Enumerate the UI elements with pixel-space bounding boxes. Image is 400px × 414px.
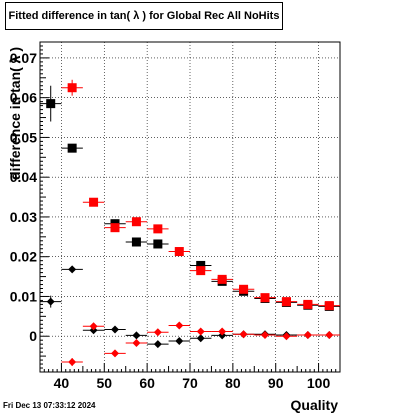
data-point-square (67, 83, 77, 93)
grid-lines (40, 42, 340, 372)
x-tick-label: 100 (307, 375, 331, 391)
y-tick-label: 0.05 (10, 129, 37, 145)
data-point-diamond (175, 336, 184, 345)
data-point-square (217, 274, 227, 284)
data-point-diamond (153, 340, 162, 349)
x-tick-label: 90 (268, 375, 284, 391)
data-point-diamond (325, 331, 334, 340)
data-point-square (153, 239, 163, 249)
data-point-diamond (196, 334, 205, 343)
x-tick-label: 50 (96, 375, 112, 391)
y-tick-label: 0.07 (10, 50, 37, 66)
data-point-diamond (282, 332, 291, 341)
y-tick-label: 0 (29, 328, 37, 344)
data-point-diamond (68, 358, 77, 367)
data-point-square (260, 293, 270, 303)
x-tick-label: 60 (139, 375, 155, 391)
data-point-square (324, 301, 334, 311)
y-axis-label: difference in tan( λ ) (7, 46, 23, 180)
data-point-diamond (46, 297, 55, 306)
x-axis-label: Quality (290, 397, 338, 413)
data-point-diamond (89, 322, 98, 331)
data-point-diamond (153, 328, 162, 337)
data-point-diamond (175, 321, 184, 330)
x-tick-label: 80 (225, 375, 241, 391)
data-point-square (174, 247, 184, 257)
axes: 40 50 60 70 80 90 100 0 0.01 0.02 0.03 0.04 0.05 0.06… (10, 41, 341, 391)
data-point-square (110, 223, 120, 233)
timestamp: Fri Dec 13 07:33:12 2024 (3, 401, 96, 410)
data-point-diamond (218, 327, 227, 336)
y-tick-label: 0.04 (10, 169, 37, 185)
data-point-diamond (261, 331, 269, 340)
data-point-diamond (239, 330, 248, 339)
y-tick-label: 0.01 (10, 288, 37, 304)
data-point-diamond (196, 327, 205, 336)
data-point-square (131, 237, 141, 247)
data-point-square (46, 99, 56, 109)
data-point-square (239, 284, 249, 294)
data-point-diamond (132, 338, 141, 347)
data-point-diamond (111, 325, 119, 334)
data-point-square (196, 266, 206, 276)
data-point-square (303, 299, 313, 309)
y-tick-label: 0.06 (10, 90, 37, 106)
chart-title: Fitted difference in tan( λ ) for Global… (5, 2, 283, 30)
data-point-square (131, 217, 141, 227)
data-point-square (89, 197, 99, 207)
data-point-diamond (111, 349, 119, 358)
data-point-diamond (303, 331, 312, 340)
data-point-square (153, 224, 163, 234)
x-tick-label: 40 (54, 375, 70, 391)
data-point-square (281, 297, 291, 307)
data-point-diamond (68, 265, 77, 274)
data-point-square (196, 260, 206, 270)
data-point-square (67, 143, 77, 153)
y-tick-label: 0.03 (10, 209, 37, 225)
y-tick-label: 0.02 (10, 249, 37, 265)
data-marks (40, 79, 340, 367)
x-tick-label: 70 (182, 375, 198, 391)
data-point-diamond (132, 331, 141, 340)
